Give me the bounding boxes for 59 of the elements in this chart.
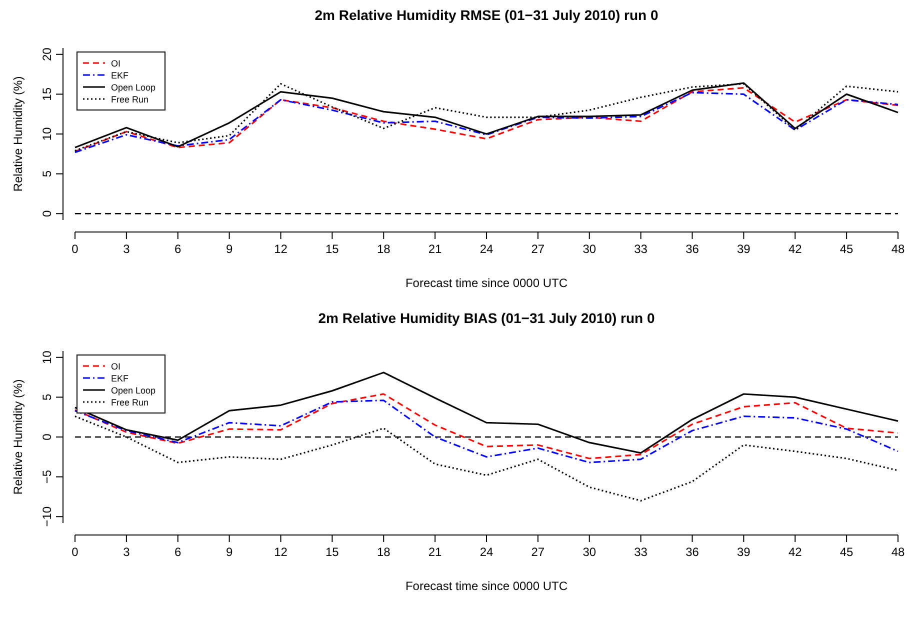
- x-tick-label: 36: [686, 545, 700, 559]
- y-tick-label: 20: [40, 47, 54, 62]
- x-tick-label: 12: [274, 242, 288, 256]
- x-tick-label: 27: [531, 545, 545, 559]
- legend-label: Open Loop: [111, 386, 156, 396]
- x-tick-label: 21: [428, 242, 442, 256]
- x-tick-label: 6: [174, 545, 182, 559]
- x-tick-label: 6: [174, 242, 182, 256]
- chart-title: 2m Relative Humidity BIAS (01−31 July 2010) run 0: [318, 310, 655, 326]
- y-axis-title: Relative Humidity (%): [11, 379, 25, 495]
- legend-label: OI: [111, 58, 121, 68]
- y-tick-label: 10: [40, 127, 54, 141]
- x-tick-label: 21: [428, 545, 442, 559]
- x-tick-label: 3: [123, 242, 130, 256]
- x-tick-label: 42: [788, 242, 802, 256]
- x-axis-title: Forecast time since 0000 UTC: [405, 579, 568, 593]
- y-tick-label: 5: [40, 170, 54, 178]
- y-tick-label: −5: [40, 470, 54, 484]
- legend-label: EKF: [111, 374, 130, 384]
- x-tick-label: 9: [226, 545, 233, 559]
- x-tick-label: 39: [737, 545, 751, 559]
- x-tick-label: 48: [891, 242, 905, 256]
- x-tick-label: 33: [634, 242, 648, 256]
- y-tick-label: 5: [40, 394, 54, 401]
- x-tick-label: 45: [840, 545, 854, 559]
- chart-title: 2m Relative Humidity RMSE (01−31 July 2010) run 0: [314, 7, 658, 23]
- x-tick-label: 24: [480, 242, 494, 256]
- x-tick-label: 30: [582, 242, 596, 256]
- y-tick-label: −10: [40, 506, 54, 527]
- x-tick-label: 24: [480, 545, 494, 559]
- y-tick-label: 0: [40, 210, 54, 217]
- y-axis-title: Relative Humidity (%): [11, 76, 25, 192]
- x-tick-label: 3: [123, 545, 130, 559]
- x-tick-label: 30: [582, 545, 596, 559]
- x-tick-label: 18: [376, 242, 391, 256]
- legend-label: Free Run: [111, 94, 149, 104]
- legend-label: OI: [111, 362, 121, 372]
- x-tick-label: 9: [226, 242, 233, 256]
- x-tick-label: 48: [891, 545, 905, 559]
- y-tick-label: 0: [40, 433, 54, 440]
- x-tick-label: 36: [686, 242, 700, 256]
- x-tick-label: 15: [326, 242, 340, 256]
- y-tick-label: 15: [40, 87, 54, 101]
- x-tick-label: 33: [634, 545, 648, 559]
- x-tick-label: 15: [326, 545, 340, 559]
- x-tick-label: 42: [788, 545, 802, 559]
- legend-label: Free Run: [111, 398, 149, 408]
- y-tick-label: 10: [40, 350, 54, 364]
- line-series: [74, 415, 899, 502]
- x-tick-label: 27: [531, 242, 545, 256]
- x-tick-label: 0: [72, 242, 79, 256]
- x-tick-label: 18: [376, 545, 391, 559]
- legend-label: Open Loop: [111, 82, 156, 92]
- x-tick-label: 39: [737, 242, 751, 256]
- x-tick-label: 0: [72, 545, 79, 559]
- x-axis-title: Forecast time since 0000 UTC: [405, 276, 568, 290]
- legend-label: EKF: [111, 70, 130, 80]
- x-tick-label: 12: [274, 545, 288, 559]
- x-tick-label: 45: [840, 242, 854, 256]
